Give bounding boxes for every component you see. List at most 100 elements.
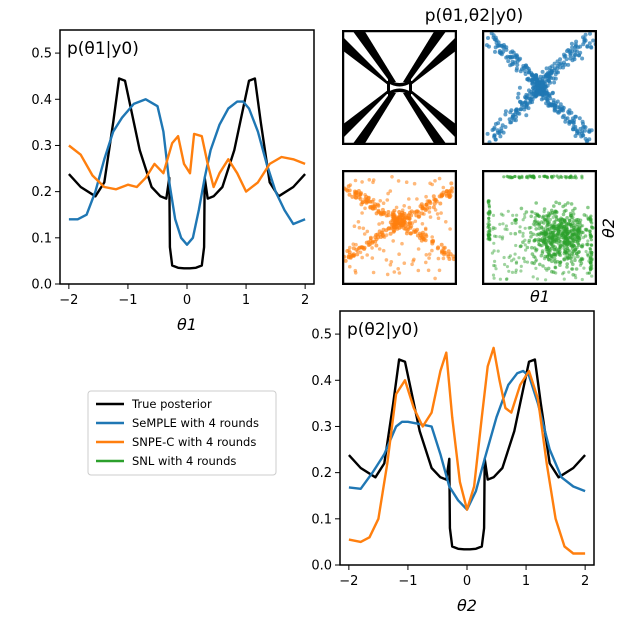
semple-sample-point	[530, 81, 535, 86]
semple-sample-point	[518, 99, 522, 104]
snl-sample-point	[535, 277, 540, 281]
semple-sample-point	[544, 91, 549, 96]
semple-sample-point	[535, 86, 540, 91]
snl-sample-point	[533, 256, 537, 260]
snl-sample-point	[496, 249, 500, 253]
snl-sample-point	[504, 277, 509, 281]
snpe-sample-point	[371, 178, 376, 182]
snl-sample-point	[537, 214, 542, 219]
semple-sample-point	[519, 107, 523, 112]
snpe-sample-point	[446, 249, 451, 254]
semple-sample-point	[591, 38, 596, 43]
theta1-x-tick-label: 0	[183, 293, 191, 308]
legend-label-snl: SNL with 4 rounds	[132, 454, 236, 468]
snl-sample-point	[503, 262, 507, 267]
snpe-sample-point	[388, 220, 393, 225]
snpe-sample-point	[369, 236, 373, 241]
snl-sample-point	[559, 225, 564, 230]
snpe-sample-point	[441, 256, 446, 261]
snpe-sample-point	[433, 179, 437, 183]
snl-sample-point	[578, 233, 583, 237]
snl-sample-point	[504, 224, 508, 228]
semple-sample-point	[517, 111, 522, 116]
joint-posterior-panels: p(θ1,θ2|y0)	[342, 6, 618, 306]
theta2-series-snpe	[348, 346, 586, 555]
snpe-sample-point	[416, 268, 421, 273]
snl-sample-point	[568, 256, 572, 260]
semple-sample-point	[565, 49, 569, 54]
snl-sample-point	[557, 251, 561, 255]
snpe-sample-point	[347, 192, 352, 197]
snpe-sample-point	[408, 231, 413, 236]
snl-sample-point	[587, 271, 591, 275]
snl-sample-point	[565, 232, 569, 237]
snpe-sample-point	[427, 210, 432, 214]
snl-sample-point	[589, 238, 593, 242]
theta2-axes-frame	[339, 310, 595, 566]
snpe-sample-point	[411, 259, 415, 263]
snl-sample-point	[573, 256, 577, 260]
snpe-sample-point	[427, 256, 431, 260]
semple-sample-point	[525, 102, 530, 106]
semple-sample-point	[555, 59, 560, 64]
snl-sample-point	[578, 230, 582, 234]
snpe-sample-point	[353, 178, 358, 183]
snpe-sample-point	[374, 243, 379, 248]
semple-sample-point	[510, 54, 515, 59]
theta1-y-tick-label: 0.3	[31, 139, 52, 154]
snl-sample-point	[509, 232, 513, 236]
snpe-sample-point	[358, 250, 363, 255]
snl-sample-point	[500, 237, 504, 241]
snl-sample-point	[544, 278, 548, 282]
snpe-sample-point	[407, 205, 412, 210]
semple-sample-point	[494, 38, 499, 43]
legend-box	[87, 390, 277, 476]
semple-sample-point	[577, 53, 581, 58]
semple-sample-point	[552, 108, 557, 113]
semple-sample-point	[568, 119, 572, 124]
snpe-sample-point	[377, 247, 382, 251]
snl-sample-point	[555, 174, 559, 178]
snl-sample-point	[514, 270, 518, 274]
snpe-sample-point	[394, 217, 399, 222]
semple-sample-point	[564, 57, 569, 62]
snl-sample-point	[494, 267, 498, 271]
snl-sample-point	[547, 211, 551, 215]
snpe-sample-point	[392, 208, 397, 213]
snl-sample-point	[486, 199, 490, 203]
semple-sample-point	[587, 41, 592, 46]
snl-sample-point	[559, 260, 563, 264]
semple-sample-point	[493, 49, 497, 54]
snpe-sample-point	[423, 232, 428, 237]
snl-sample-point	[566, 201, 570, 205]
snl-sample-point	[588, 261, 592, 265]
semple-sample-point	[492, 125, 497, 130]
snpe-sample-point	[376, 203, 381, 208]
snl-sample-point	[554, 214, 558, 218]
snl-sample-point	[502, 255, 506, 260]
snl-sample-point	[569, 216, 574, 220]
snl-sample-point	[570, 267, 575, 271]
legend-label-semple: SeMPLE with 4 rounds	[132, 416, 259, 430]
snpe-sample-point	[432, 201, 437, 206]
semple-sample-point	[525, 65, 530, 70]
snpe-sample-point	[449, 181, 454, 186]
snl-sample-point	[536, 214, 540, 218]
theta2-ticks: −2 −1 0 1 2 0.0 0.1 0.2 0.3 0.4 0.5	[311, 328, 589, 589]
snl-sample-point	[517, 256, 521, 260]
snpe-sample-point	[438, 201, 443, 206]
snl-sample-point	[531, 174, 535, 178]
snl-sample-point	[576, 254, 580, 259]
semple-sample-point	[565, 116, 570, 121]
snl-sample-point	[488, 230, 492, 234]
snl-sample-point	[493, 234, 497, 238]
snl-sample-point	[520, 174, 524, 178]
legend-item-snpe: SNPE-C with 4 rounds	[96, 435, 256, 449]
semple-sample-point	[589, 45, 593, 49]
joint-panel-title: p(θ1,θ2|y0)	[425, 6, 524, 26]
semple-sample-point	[563, 119, 568, 124]
snl-sample-point	[521, 231, 525, 235]
snl-sample-point	[505, 277, 509, 281]
snl-sample-point	[487, 216, 491, 220]
